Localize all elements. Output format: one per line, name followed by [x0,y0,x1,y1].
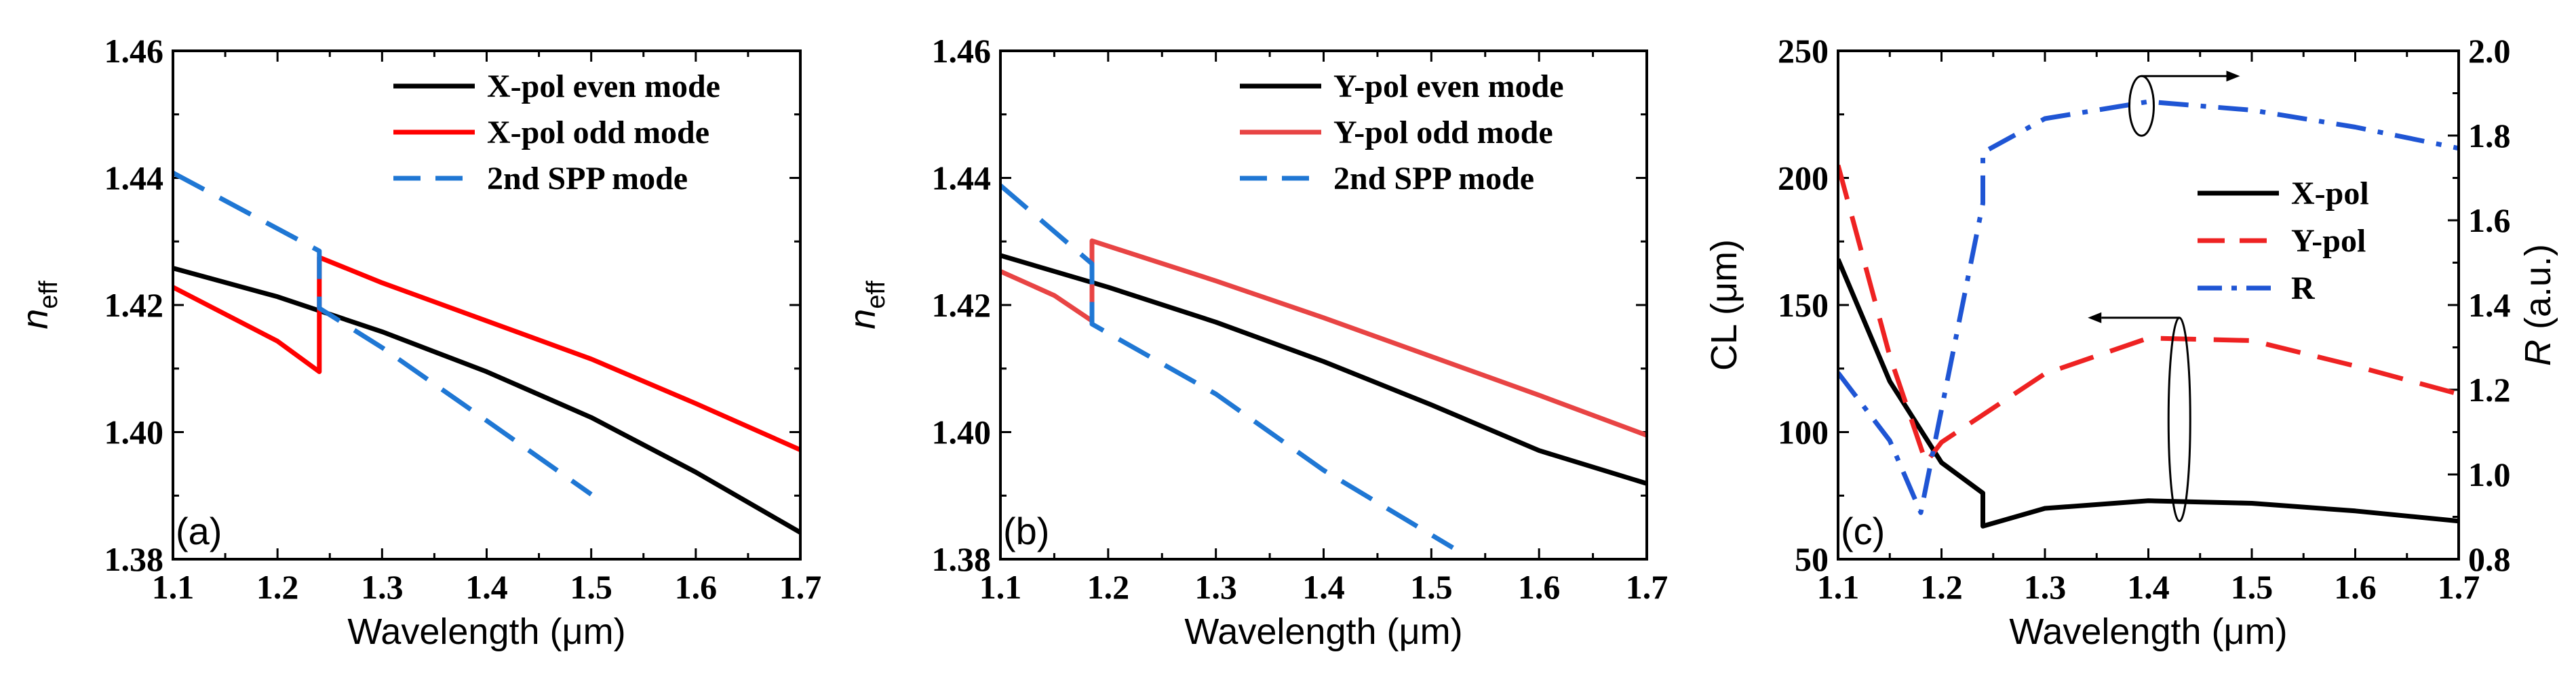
y-tick-label: 1.42 [932,286,992,324]
legend-label: Y-pol [2291,223,2366,259]
y-axis-label-right-main: R [2518,340,2558,366]
y-right-tick-label: 1.8 [2468,117,2511,155]
legend-label: X-pol even mode [487,68,720,104]
plot-frame [172,49,802,561]
legend-label: X-pol odd mode [487,115,709,150]
y-axis-label: neff [15,281,63,329]
series-line-x-pol-odd-mode [173,255,800,452]
y-tick-label: 100 [1778,413,1829,451]
y-axis-label-sub: eff [862,281,891,309]
legend-label: 2nd SPP mode [1333,161,1534,197]
annotation-ellipse-r [2128,75,2155,137]
x-tick-label: 1.1 [979,568,1022,606]
x-tick-label: 1.6 [2334,568,2377,606]
x-tick-label: 1.1 [1817,568,1860,606]
arrowhead-left [2088,312,2102,323]
y-tick-label: 200 [1778,159,1829,197]
x-tick-label: 1.4 [2127,568,2170,606]
y-axis-label-main: n [15,309,56,329]
legend-label: 2nd SPP mode [487,161,688,197]
x-tick-label: 1.3 [361,568,404,606]
panel-label: (c) [1841,510,1885,552]
plot-frame [999,49,1648,561]
series-line-x-pol [1838,258,2459,529]
y-tick-label: 1.42 [104,286,164,324]
y-tick-label: 50 [1795,540,1829,578]
series-line-2nd-spp-mode [173,170,593,497]
legend-label: X-pol [2291,176,2369,211]
x-tick-label: 1.4 [1302,568,1345,606]
series-line-x-pol-even-mode [173,266,800,535]
series-line-r [1838,99,2459,515]
y-axis-label-main: n [842,309,883,329]
annotation-ellipse-cl [2167,317,2191,523]
x-axis-label: Wavelength (μm) [347,611,625,652]
chart-panel-1: 1.1 1.2 1.3 1.4 1.5 1.6 1.7 1.38 1.40 1.42 1.44 1.4… [15,32,821,652]
y-axis-label: neff [842,281,891,329]
x-tick-label: 1.7 [2438,568,2480,606]
x-tick-label: 1.2 [256,568,299,606]
y-tick-label: 150 [1778,286,1829,324]
x-tick-label: 1.1 [152,568,195,606]
y-right-tick-label: 1.2 [2468,371,2511,409]
arrowhead-right [2226,70,2240,82]
y-tick-label: 1.38 [932,540,992,578]
plot-frame [1837,49,2460,561]
x-axis-label: Wavelength (μm) [2009,611,2287,652]
x-tick-label: 1.5 [570,568,612,606]
x-tick-label: 1.7 [1626,568,1668,606]
x-axis-label: Wavelength (μm) [1184,611,1462,652]
x-tick-label: 1.6 [675,568,718,606]
y-right-tick-label: 1.0 [2468,455,2511,493]
legend-label: R [2291,270,2316,306]
x-tick-label: 1.6 [1518,568,1561,606]
y-tick-label: 1.46 [932,32,992,70]
y-tick-label: 1.40 [104,413,164,451]
x-tick-label: 1.3 [2024,568,2067,606]
y-axis-label-sub: eff [35,281,63,309]
series-line-2nd-spp-mode [1000,184,1454,550]
legend-label: Y-pol even mode [1333,68,1564,104]
series-line-y-pol-odd-mode [1000,238,1647,438]
x-tick-label: 1.4 [465,568,508,606]
panel-label: (a) [176,510,222,552]
legend-label: Y-pol odd mode [1333,115,1553,150]
y-right-tick-label: 1.6 [2468,201,2511,239]
series-line-y-pol-even-mode [1000,253,1647,486]
panel-label: (b) [1003,510,1049,552]
chart-panel-2: 1.1 1.2 1.3 1.4 1.5 1.6 1.7 1.38 1.40 1.42 1.44 1.4… [842,32,1668,652]
x-tick-label: 1.2 [1087,568,1130,606]
y-tick-label: 250 [1778,32,1829,70]
y-tick-label: 1.40 [932,413,992,451]
y-axis-label-right-unit: (a.u.) [2518,244,2558,340]
x-tick-label: 1.5 [2231,568,2273,606]
x-tick-label: 1.5 [1410,568,1453,606]
y-tick-label: 1.44 [932,159,992,197]
x-tick-label: 1.7 [779,568,822,606]
annotations [2088,70,2240,523]
x-tick-label: 1.3 [1194,568,1237,606]
y-tick-label: 1.46 [104,32,164,70]
y-right-tick-label: 1.4 [2468,286,2511,324]
y-tick-label: 1.44 [104,159,164,197]
y-axis-label-left: CL (μm) [1704,239,1744,371]
chart-panel-3: 1.1 1.2 1.3 1.4 1.5 1.6 1.7 50 100 150 200 250 0.8 1.… [1704,32,2558,652]
y-right-tick-label: 2.0 [2468,32,2511,70]
series-line-y-pol [1838,164,2459,465]
y-tick-label: 1.38 [104,540,164,578]
y-axis-label-right: R (a.u.) [2518,244,2558,366]
x-tick-label: 1.2 [1920,568,1963,606]
y-right-tick-label: 0.8 [2468,540,2511,578]
